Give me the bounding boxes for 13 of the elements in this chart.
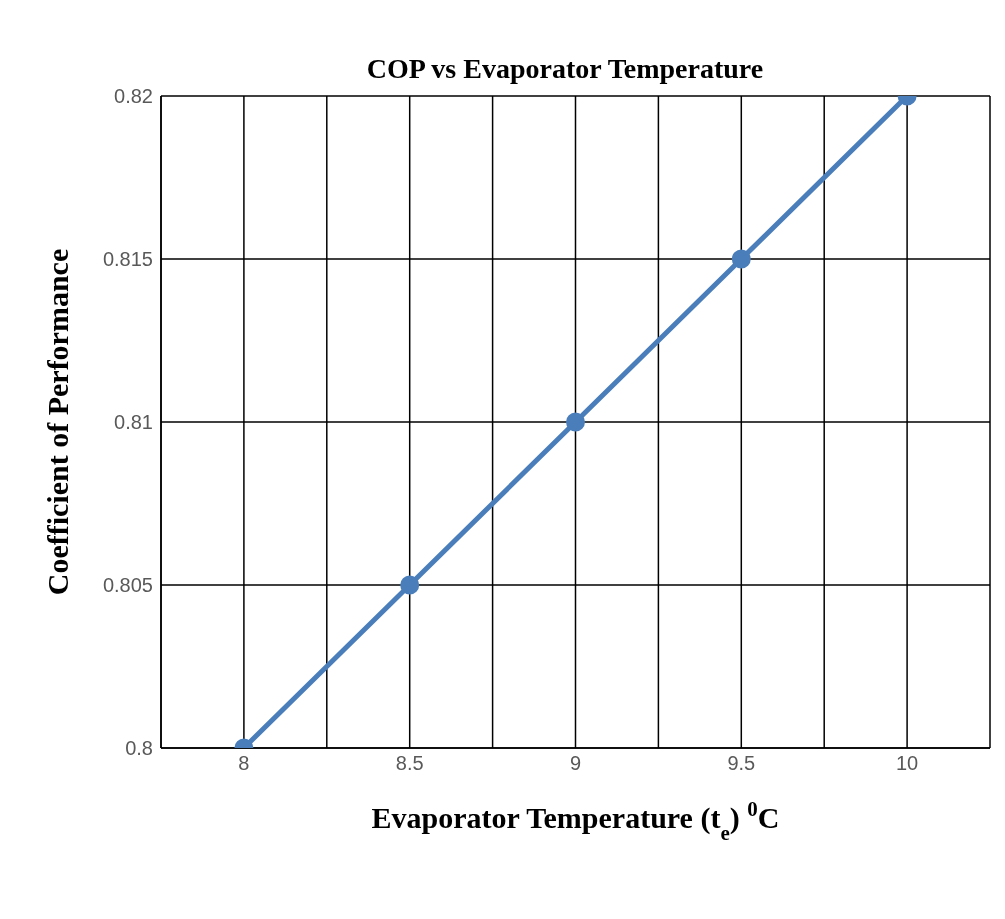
y-tick-label: 0.805 xyxy=(102,574,153,597)
y-tick-label: 0.815 xyxy=(102,248,153,271)
x-tick-label: 9 xyxy=(569,752,582,775)
x-tick-label: 8.5 xyxy=(395,752,424,775)
y-axis-title: Coefficient of Performance xyxy=(41,248,74,596)
y-tick-label: 0.81 xyxy=(114,411,153,434)
chart-title: COP vs Evaporator Temperature xyxy=(366,53,764,84)
y-tick-label: 0.8 xyxy=(125,737,153,760)
x-tick-label: 8 xyxy=(238,752,250,775)
x-axis-title: Evaporator Temperature (t$_{e}$) $^{0}$C xyxy=(371,797,780,845)
y-tick-label: 0.82 xyxy=(114,85,153,108)
x-tick-label: 10 xyxy=(895,752,919,775)
x-tick-label: 9.5 xyxy=(727,752,756,775)
